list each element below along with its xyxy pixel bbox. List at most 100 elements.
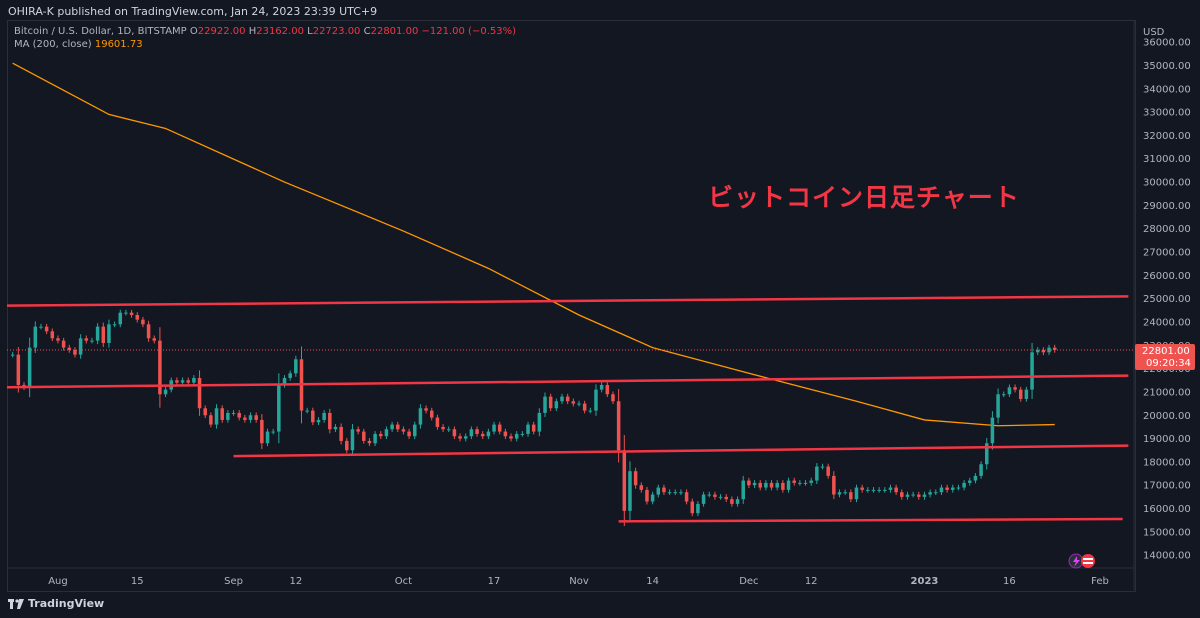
footer-brand: TradingView xyxy=(28,597,105,610)
y-tick-label: 35000.00 xyxy=(1143,61,1191,72)
candle-body xyxy=(367,440,372,444)
drawn-trend-line[interactable] xyxy=(233,444,1129,458)
candle-body xyxy=(650,494,655,502)
x-tick-label: 16 xyxy=(1003,576,1016,587)
y-tick-label: 24000.00 xyxy=(1143,317,1191,328)
candle-body xyxy=(894,487,898,493)
candle-body xyxy=(594,389,598,411)
candle-body xyxy=(911,494,915,496)
candle-body xyxy=(639,485,644,490)
candle-body xyxy=(384,429,389,437)
candle-body xyxy=(548,396,553,409)
y-tick-label: 25000.00 xyxy=(1143,294,1191,305)
candle-body xyxy=(934,492,938,494)
candle-body xyxy=(871,489,876,491)
legend-ma-value: 19601.73 xyxy=(94,39,143,50)
drawn-trend-line[interactable] xyxy=(618,517,1123,523)
candle-body xyxy=(237,412,241,418)
candle-body xyxy=(537,412,542,432)
y-tick-label: 32000.00 xyxy=(1143,131,1191,142)
candle-body xyxy=(158,340,162,395)
candle-body xyxy=(209,415,213,425)
candle-body xyxy=(611,394,615,402)
event-icons[interactable] xyxy=(1068,553,1095,569)
candle-body xyxy=(61,340,66,348)
x-axis[interactable]: Aug 15 Sep 12 Oct 17 Nov 14 Dec 12 2023 16 Feb xyxy=(48,576,1109,587)
candle-body xyxy=(141,319,145,325)
candle-body xyxy=(282,377,287,385)
candle-body xyxy=(945,487,949,490)
candle-body xyxy=(107,324,111,343)
candle-body xyxy=(146,324,151,339)
price-tag-price: 22801.00 xyxy=(1142,346,1190,357)
candle-body xyxy=(356,429,360,432)
candle-body xyxy=(231,412,236,414)
drawn-trend-line[interactable] xyxy=(6,295,1129,307)
y-tick-label: 17000.00 xyxy=(1143,481,1191,492)
candle-body xyxy=(311,410,315,423)
y-tick-label: 30000.00 xyxy=(1143,178,1191,189)
candle-body xyxy=(39,326,43,328)
legend-high-label: H xyxy=(248,26,257,37)
candle-body xyxy=(226,412,230,420)
price-tag-background xyxy=(1135,343,1195,370)
candle-body xyxy=(458,436,462,439)
candle-body xyxy=(186,380,190,383)
legend-close-label: C xyxy=(363,26,371,37)
y-tick-label: 28000.00 xyxy=(1143,224,1191,235)
candle-body xyxy=(696,503,700,514)
candle-body xyxy=(956,487,961,489)
candle-body xyxy=(175,380,179,383)
candle-body xyxy=(33,326,38,348)
candle-body xyxy=(628,471,632,511)
x-tick-label: 2023 xyxy=(911,576,939,587)
currency-label: USD xyxy=(1143,27,1165,38)
x-tick-label: Feb xyxy=(1091,576,1109,587)
candle-body xyxy=(571,401,576,404)
candle-body xyxy=(152,338,157,341)
candle-body xyxy=(962,482,966,488)
candle-body xyxy=(939,487,944,493)
candle-body xyxy=(407,431,411,437)
candle-body xyxy=(616,401,621,451)
candle-body xyxy=(10,354,15,356)
candle-body xyxy=(520,433,525,435)
y-tick-label: 14000.00 xyxy=(1143,551,1191,562)
chart-frame xyxy=(7,20,1136,592)
x-tick-label: Nov xyxy=(569,576,589,587)
candle-body xyxy=(775,482,779,488)
candle-body xyxy=(192,377,196,383)
candle-body xyxy=(860,487,864,490)
candle-body xyxy=(679,492,683,494)
legend-open-label: O xyxy=(189,26,198,37)
candle-body xyxy=(112,324,117,326)
candle-body xyxy=(509,436,513,439)
candle-body xyxy=(832,475,836,495)
x-tick-label: 14 xyxy=(646,576,659,587)
candle-body xyxy=(764,482,768,488)
candle-body xyxy=(50,331,55,339)
candle-body xyxy=(645,489,649,502)
candle-body xyxy=(503,431,508,437)
candle-body xyxy=(877,489,881,491)
y-tick-label: 18000.00 xyxy=(1143,457,1191,468)
drawn-trend-line[interactable] xyxy=(6,374,1129,389)
y-axis[interactable]: 14000.00 15000.00 16000.00 17000.00 18000.00… xyxy=(1143,38,1191,562)
candle-body xyxy=(322,412,326,420)
price-tag: 22801.00 09:20:34 xyxy=(1135,343,1195,370)
legend-open: 22922.00 xyxy=(197,26,246,37)
candle-body xyxy=(441,426,445,430)
candle-body xyxy=(883,489,887,491)
candle-body xyxy=(928,492,932,495)
y-tick-label: 34000.00 xyxy=(1143,84,1191,95)
candle-body xyxy=(560,396,564,402)
candle-body xyxy=(718,496,723,498)
candle-body xyxy=(1047,347,1051,353)
candle-body xyxy=(294,359,298,374)
price-tag-countdown: 09:20:34 xyxy=(1146,358,1191,369)
candle-body xyxy=(492,424,496,432)
candle-body xyxy=(101,326,106,343)
candle-body xyxy=(362,431,366,441)
candle-body xyxy=(339,426,343,441)
